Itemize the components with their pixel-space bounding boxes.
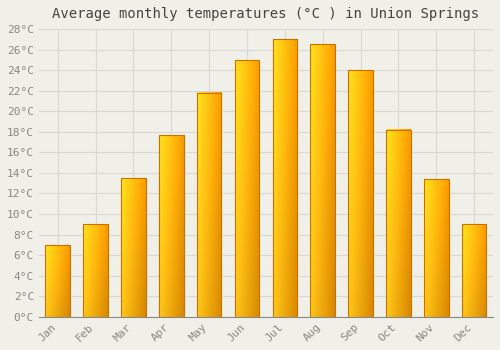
Title: Average monthly temperatures (°C ) in Union Springs: Average monthly temperatures (°C ) in Un… [52, 7, 480, 21]
